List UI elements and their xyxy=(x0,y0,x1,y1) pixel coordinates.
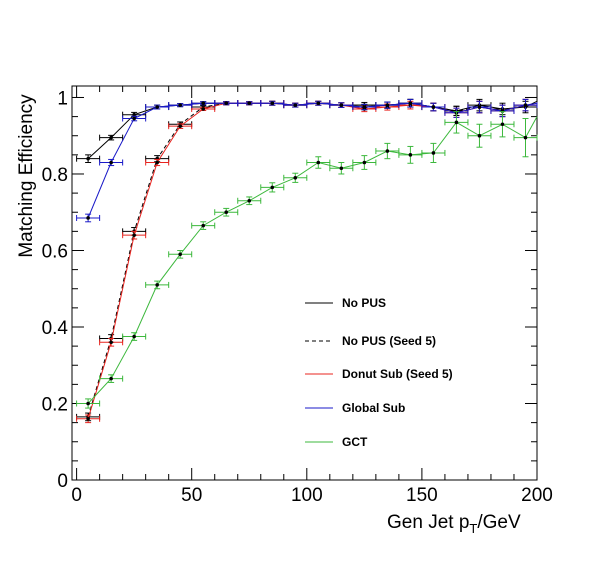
data-point xyxy=(408,153,413,157)
data-point xyxy=(477,105,482,109)
y-axis-ticks: 0 0.2 0.4 0.6 0.8 1 xyxy=(42,88,537,492)
y-tick-label: 0.2 xyxy=(42,394,68,415)
data-point xyxy=(385,149,390,153)
data-point xyxy=(431,105,436,109)
data-point xyxy=(86,416,90,421)
x-tick-label: 50 xyxy=(181,485,202,506)
data-point xyxy=(132,112,136,117)
x-tick-label: 200 xyxy=(521,485,553,506)
legend-label: Donut Sub (Seed 5) xyxy=(342,367,453,381)
data-point xyxy=(339,166,344,171)
data-point xyxy=(178,103,182,107)
x-tick-label: 100 xyxy=(291,485,323,506)
data-point xyxy=(178,124,182,128)
data-point xyxy=(270,101,275,106)
data-point xyxy=(86,216,90,220)
data-point xyxy=(132,233,136,237)
x-axis-title-unit: /GeV xyxy=(477,512,521,533)
x-tick-label: 0 xyxy=(71,485,82,506)
data-point xyxy=(155,160,159,165)
y-tick-label: 0.4 xyxy=(42,318,69,339)
data-point xyxy=(132,116,136,121)
data-point xyxy=(454,120,459,125)
series-line xyxy=(87,102,526,419)
legend-label: No PUS (Seed 5) xyxy=(342,334,436,348)
data-point xyxy=(316,160,321,165)
y-tick-label: 0.8 xyxy=(42,165,68,186)
data-point xyxy=(201,107,206,111)
x-tick-label: 150 xyxy=(406,485,438,506)
data-point xyxy=(86,401,90,406)
data-point xyxy=(500,122,505,127)
x-axis-title-subscript: T xyxy=(469,521,477,536)
data-point xyxy=(293,103,298,107)
y-axis-title: Matching Efficiency xyxy=(16,94,37,258)
data-point xyxy=(201,223,206,228)
data-point xyxy=(109,160,113,165)
data-point xyxy=(293,176,298,180)
y-tick-label: 0 xyxy=(57,471,68,492)
data-point xyxy=(523,103,528,107)
data-point xyxy=(316,101,321,106)
data-point xyxy=(431,151,436,155)
legend-label: Global Sub xyxy=(342,401,405,415)
data-point xyxy=(109,135,113,140)
data-point xyxy=(155,283,159,287)
series-line xyxy=(87,102,526,418)
data-point xyxy=(109,376,113,381)
x-axis-title-main: Gen Jet p xyxy=(387,512,469,533)
series-global-sub xyxy=(76,98,538,223)
data-point xyxy=(270,185,275,190)
data-point xyxy=(155,105,159,109)
data-point xyxy=(385,103,390,107)
data-point xyxy=(477,133,482,138)
series-line xyxy=(87,102,538,219)
data-point xyxy=(362,105,367,109)
y-tick-label: 0.6 xyxy=(42,241,68,262)
data-point xyxy=(523,135,528,140)
data-point xyxy=(247,198,252,203)
legend: No PUS No PUS (Seed 5) Donut Sub (Seed 5) G… xyxy=(305,296,453,449)
series-layer xyxy=(76,98,538,424)
x-axis-title: Gen Jet pT/GeV xyxy=(387,512,521,536)
data-point xyxy=(224,101,229,106)
data-point xyxy=(362,160,367,165)
data-point xyxy=(201,101,206,106)
data-point xyxy=(178,252,182,257)
data-point xyxy=(86,156,90,161)
data-point xyxy=(339,103,344,107)
data-point xyxy=(247,101,252,106)
series-gct xyxy=(76,111,538,409)
data-point xyxy=(109,340,113,345)
plot-frame xyxy=(71,85,538,481)
legend-label: No PUS xyxy=(342,296,386,310)
data-point xyxy=(224,210,229,215)
legend-label: GCT xyxy=(342,435,368,449)
data-point xyxy=(132,334,136,339)
y-tick-label: 1 xyxy=(57,88,68,109)
series-no-pus-seed-5 xyxy=(76,98,538,422)
data-point xyxy=(408,101,413,106)
x-axis-ticks: 0 50 100 150 200 xyxy=(71,86,553,506)
